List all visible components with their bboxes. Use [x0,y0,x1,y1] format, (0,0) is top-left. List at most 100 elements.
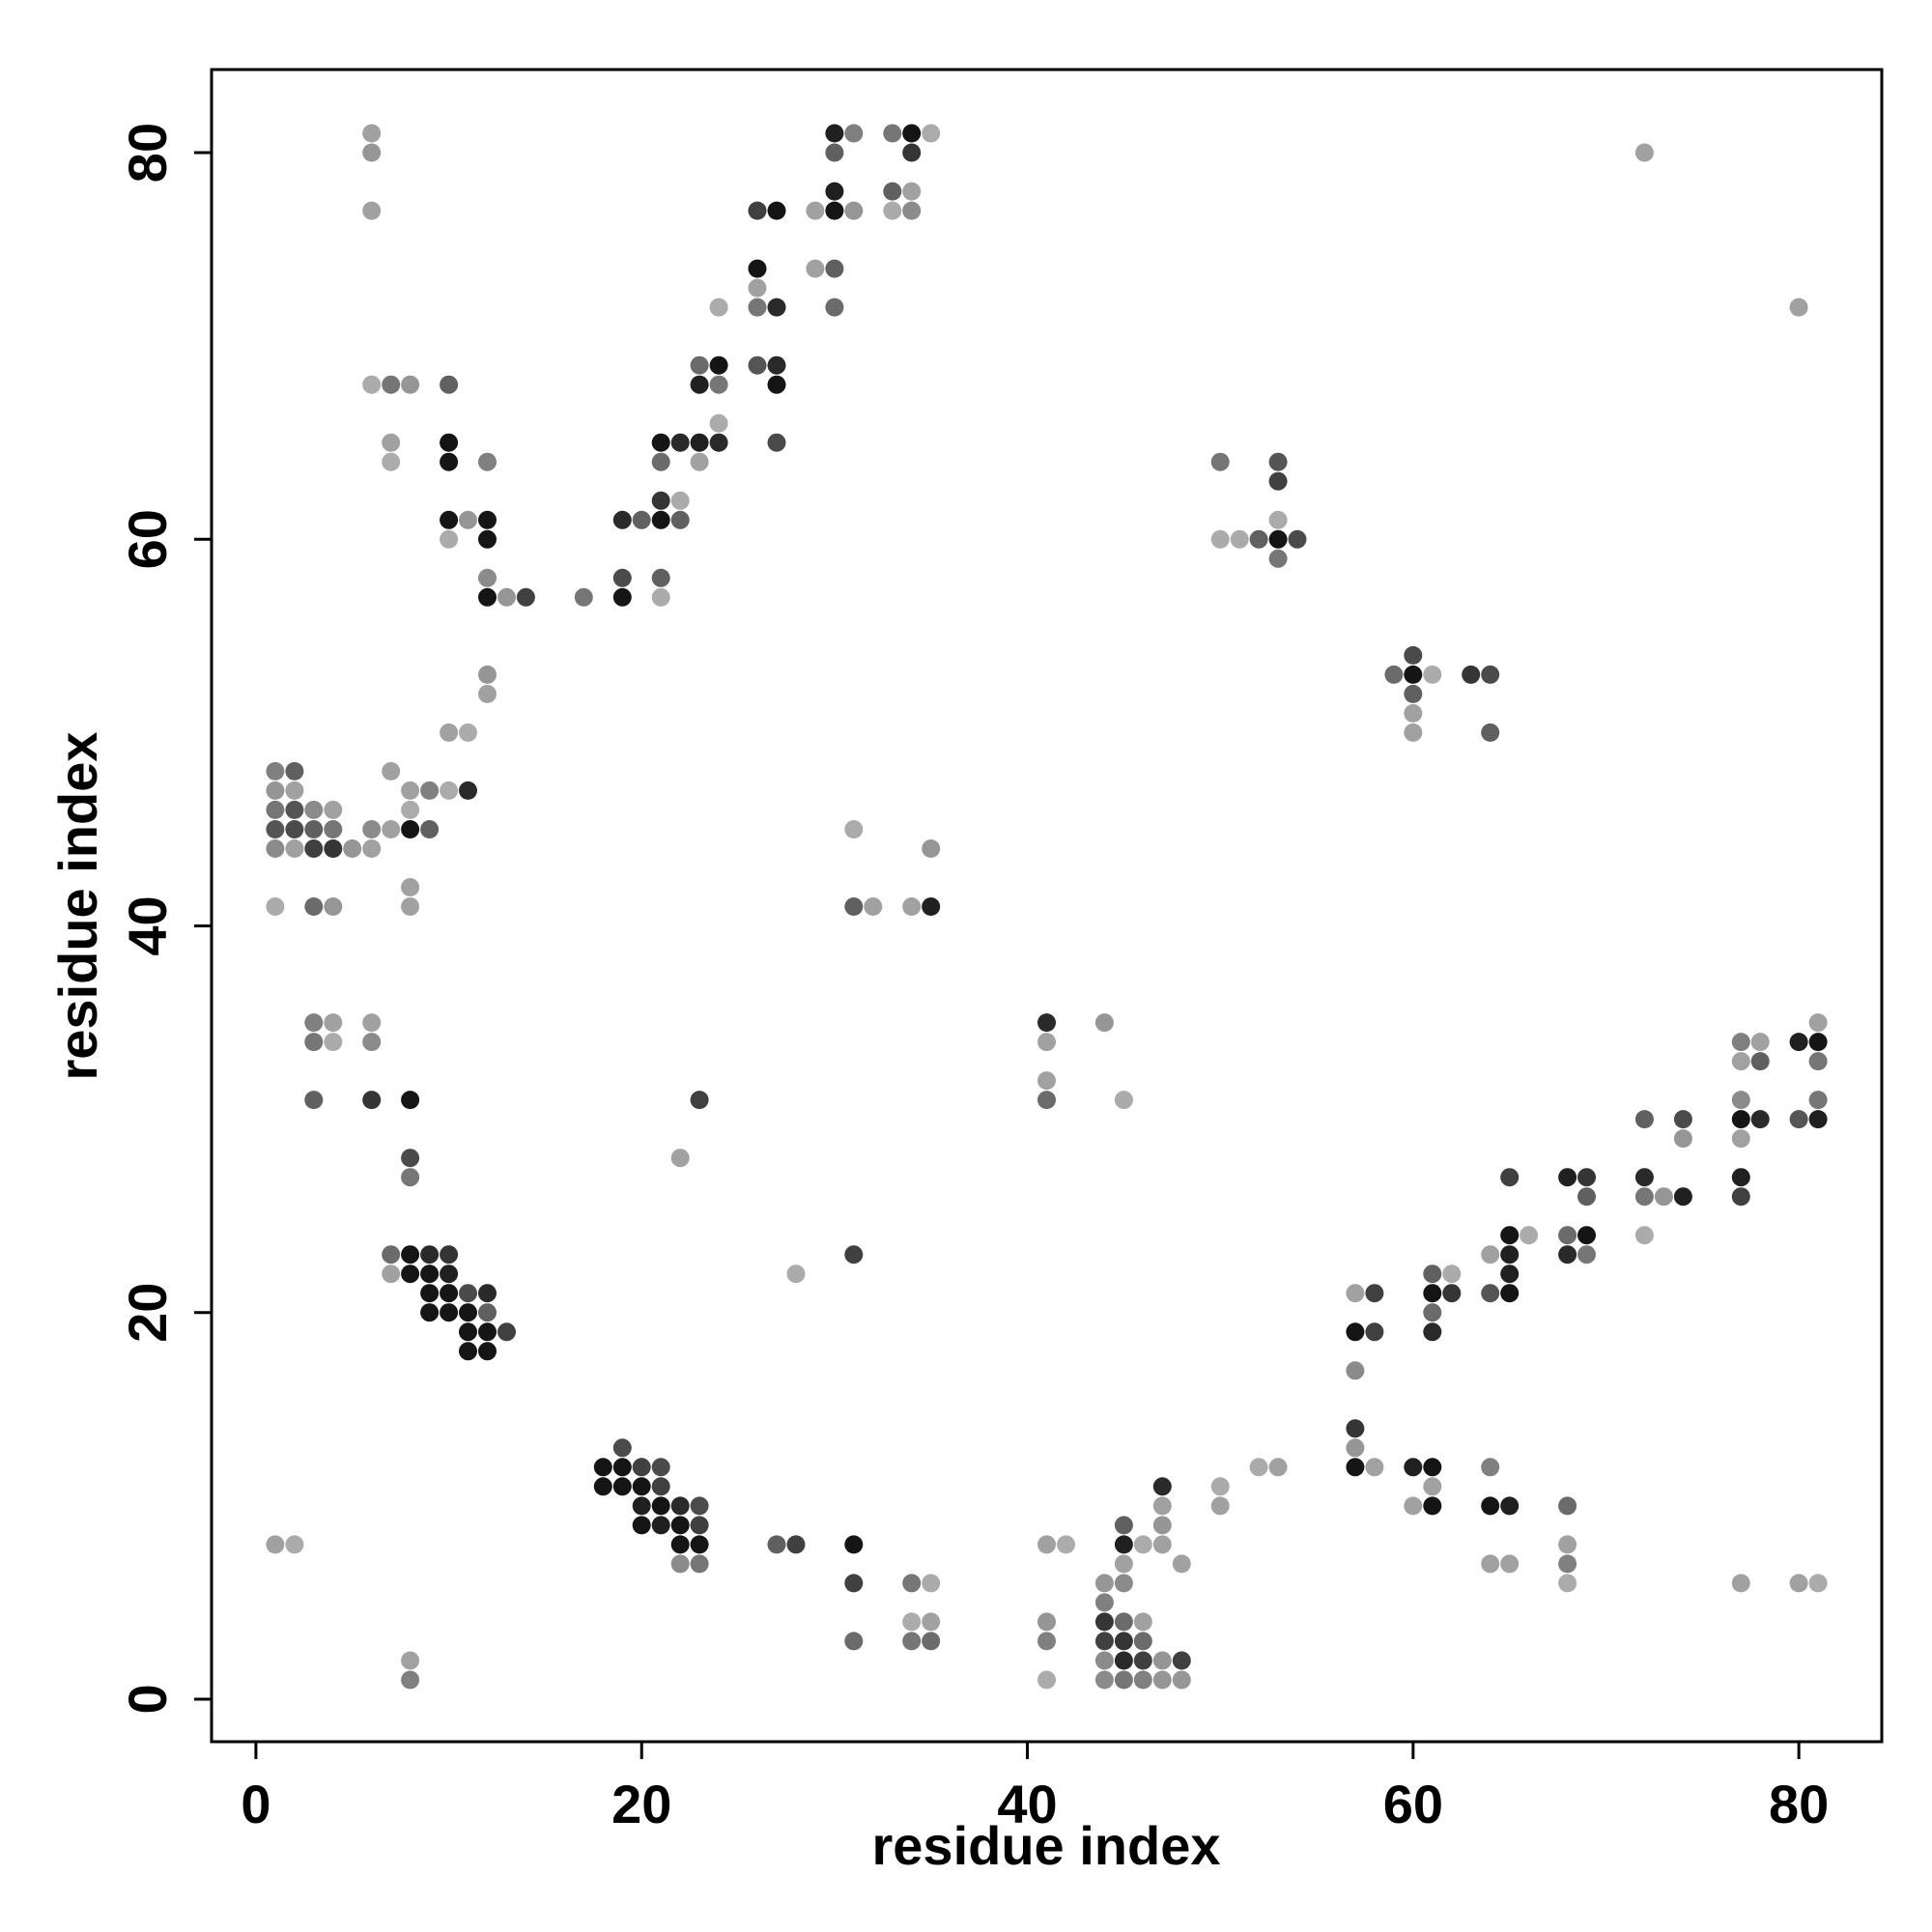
contact-point [304,820,324,838]
contact-point [459,1303,477,1322]
contact-point [1731,1033,1750,1052]
contact-point [670,1149,690,1168]
contact-point [478,1342,497,1361]
contact-point [1423,1303,1442,1322]
contact-point [748,298,767,317]
contact-point [651,1458,670,1477]
contact-point [670,1496,690,1516]
contact-point [1808,1052,1828,1071]
contact-point [1789,1110,1808,1129]
contact-point [902,1574,922,1593]
contact-point [651,1516,670,1535]
contact-point [1673,1187,1692,1207]
contact-point [266,781,285,800]
contact-point [844,124,864,143]
contact-point [304,897,324,916]
contact-point [401,1149,420,1168]
contact-point [1462,665,1481,684]
contact-point [1481,665,1500,684]
contact-point [1268,549,1288,568]
contact-point [1037,1091,1056,1110]
contact-point [1673,1129,1692,1149]
contact-point [420,1284,440,1303]
contact-point [401,878,420,896]
contact-point [651,433,670,452]
contact-point [767,433,786,452]
contact-point [1037,1033,1056,1052]
contact-point [266,761,285,781]
contact-point [902,143,922,162]
contact-point [1037,1013,1056,1033]
contact-point [440,433,459,452]
contact-point [670,491,690,510]
contact-point [1558,1574,1577,1593]
contact-point [767,375,786,394]
contact-point [1520,1226,1539,1245]
contact-point [1152,1651,1172,1670]
contact-point [1500,1264,1520,1284]
contact-point [1384,665,1404,684]
contact-point [497,1322,516,1342]
contact-point [825,182,844,201]
contact-point [362,124,382,143]
contact-point [844,820,864,838]
contact-point [1808,1091,1828,1110]
points-layer [266,124,1828,1690]
contact-point [1442,1264,1462,1284]
contact-point [632,1458,651,1477]
contact-point [902,124,922,143]
contact-point [1481,1458,1500,1477]
contact-point [285,781,304,800]
contact-point [459,781,477,800]
contact-point [440,781,459,800]
contact-point [902,182,922,201]
contact-point [825,124,844,143]
x-tick-label: 80 [1769,1774,1829,1834]
contact-point [1114,1574,1133,1593]
contact-point [1268,1458,1288,1477]
contact-point [844,1245,864,1264]
contact-point [266,1535,285,1554]
contact-point [1481,1284,1500,1303]
contact-point [786,1264,806,1284]
contact-point [1346,1322,1365,1342]
contact-point [825,259,844,278]
contact-point [670,1535,690,1554]
plot-frame [210,68,1884,1744]
contact-point [266,897,285,916]
contact-point [401,897,420,916]
contact-point [478,684,497,703]
contact-point [922,839,941,858]
contact-point [1423,665,1442,684]
contact-point [1423,1284,1442,1303]
contact-point [1230,529,1249,549]
contact-point [844,1632,864,1651]
contact-point [1423,1477,1442,1496]
contact-point [324,897,343,916]
contact-point [459,1322,477,1342]
contact-point [1577,1187,1596,1207]
contact-point [1558,1535,1577,1554]
contact-point [285,839,304,858]
contact-point [324,1033,343,1052]
contact-point [266,839,285,858]
contact-point [1210,452,1230,471]
contact-point [574,587,593,607]
contact-point [1268,529,1288,549]
contact-point [1808,1110,1828,1129]
contact-point [440,1303,459,1322]
contact-point [690,1516,709,1535]
contact-point [1133,1535,1152,1554]
contact-point [1114,1612,1133,1632]
contact-point [1404,1496,1423,1516]
contact-point [1634,143,1654,162]
contact-point [1731,1052,1750,1071]
contact-point [1442,1284,1462,1303]
contact-point [1365,1284,1384,1303]
contact-point [1423,1458,1442,1477]
contact-point [709,413,728,433]
contact-point [1731,1574,1750,1593]
contact-point [304,839,324,858]
contact-point [266,820,285,838]
contact-point [1037,1535,1056,1554]
